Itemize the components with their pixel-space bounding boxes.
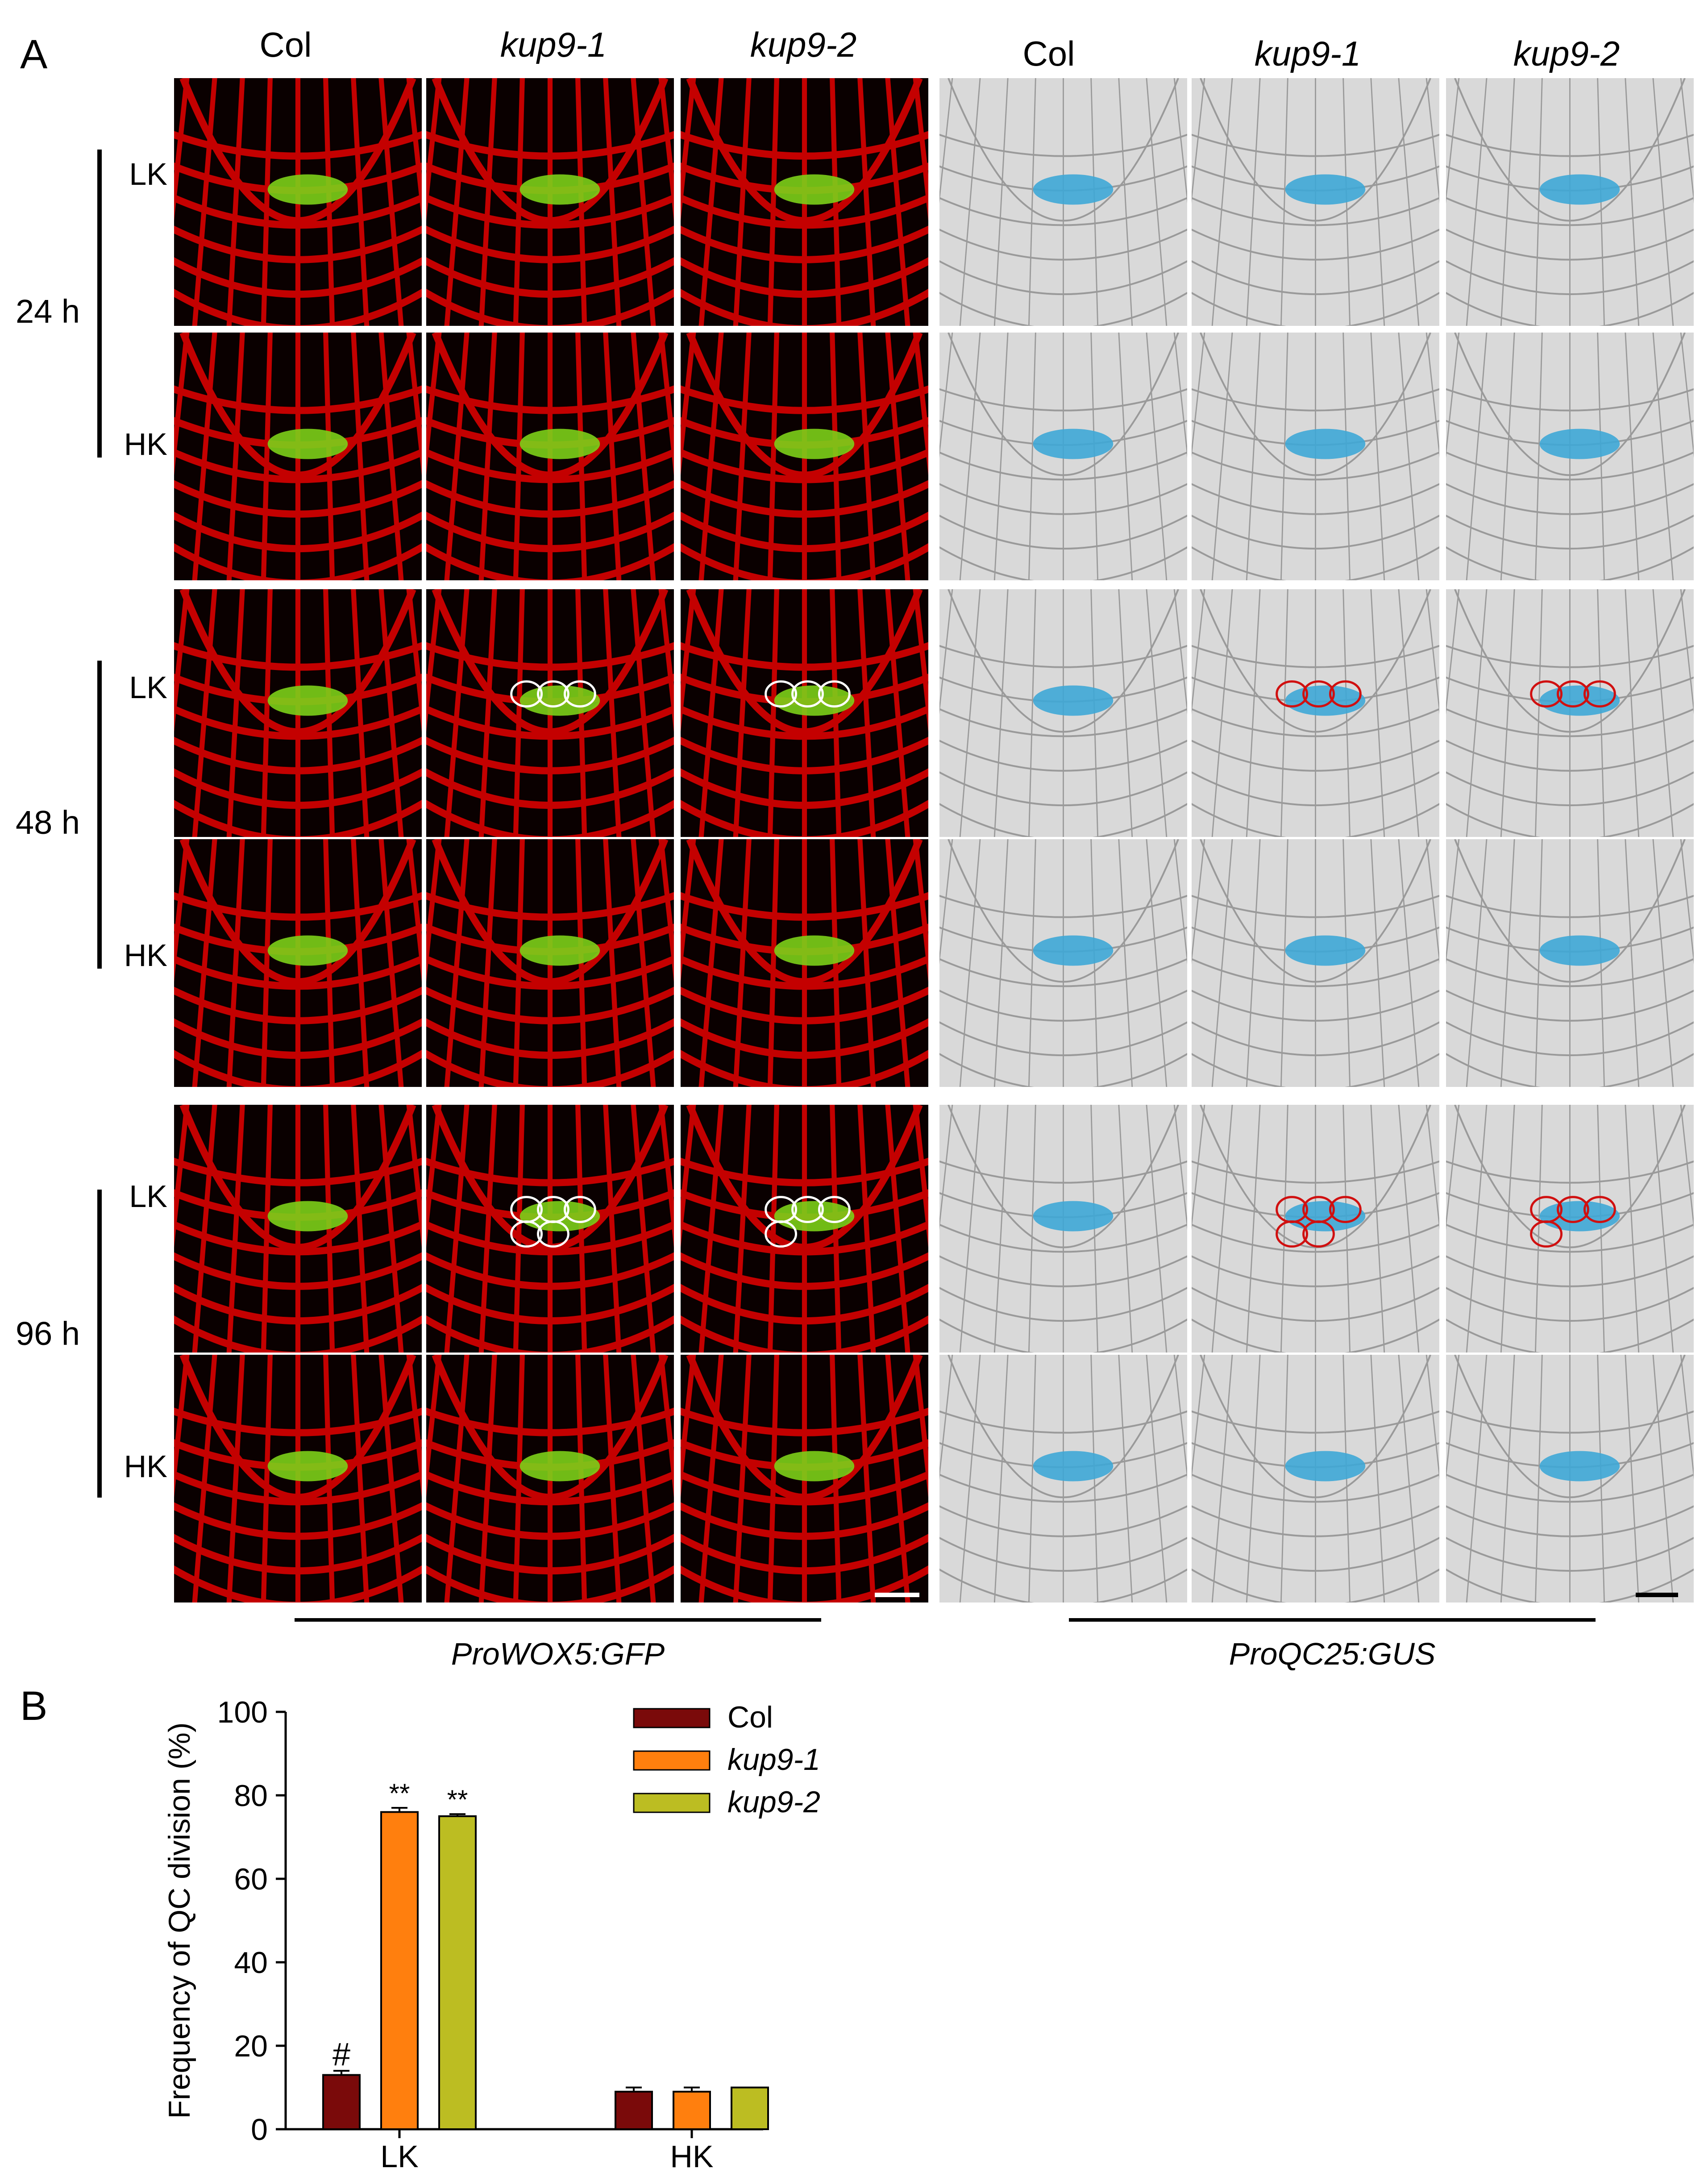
bar-chart: 0 20 40 60 80 100 Frequency of QC division (%)…	[147, 1687, 906, 2178]
gfp-micrograph-24h-hk-kup9-2	[681, 333, 928, 580]
y-tick-label: 100	[217, 1695, 268, 1729]
bar-chart-svg: 0 20 40 60 80 100 Frequency of QC division (%)…	[162, 1695, 820, 2174]
significance-mark: **	[389, 1778, 410, 1808]
panel-a-letter: A	[20, 32, 48, 77]
legend-swatch	[633, 1750, 711, 1771]
x-tick-label: HK	[670, 2139, 713, 2174]
legend-swatch	[633, 1793, 711, 1813]
bar-Col-LK	[322, 2074, 361, 2131]
row-label-24h-hk: HK	[124, 427, 167, 462]
gfp-micrograph-24h-hk-col	[174, 333, 422, 580]
row-label-24h-lk: LK	[129, 157, 167, 191]
gfp-micrograph-96h-lk-col	[174, 1105, 422, 1353]
gus-micrograph-96h-hk-kup9-1	[1192, 1355, 1439, 1602]
time-label-48h: 48 h	[16, 804, 80, 841]
panel-b-letter: B	[20, 1683, 48, 1729]
gus-micrograph-96h-lk-kup9-1	[1192, 1105, 1439, 1353]
gus-micrograph-24h-hk-col	[939, 333, 1187, 580]
gus-micrograph-96h-lk-col	[939, 1105, 1187, 1353]
legend-label: kup9-1	[727, 1743, 820, 1777]
gfp-micrograph-48h-lk-kup9-2	[681, 589, 928, 837]
gfp-micrograph-96h-hk-col	[174, 1355, 422, 1602]
row-label-48h-hk: HK	[124, 938, 167, 973]
gus-micrograph-24h-lk-kup9-1	[1192, 78, 1439, 326]
time-bracket-48h	[97, 661, 102, 969]
gfp-scale-bar	[875, 1593, 919, 1597]
y-tick-label: 80	[234, 1779, 268, 1813]
gus-caption-bar	[1069, 1618, 1596, 1622]
gus-micrograph-48h-hk-kup9-1	[1192, 839, 1439, 1087]
gus-header-col: Col	[1022, 34, 1075, 73]
gfp-micrograph-24h-lk-col	[174, 78, 422, 326]
gus-micrograph-24h-lk-col	[939, 78, 1187, 326]
gfp-header-col: Col	[259, 25, 312, 64]
gus-micrograph-24h-hk-kup9-1	[1192, 333, 1439, 580]
gus-micrograph-96h-lk-kup9-2	[1446, 1105, 1694, 1353]
gfp-micrograph-24h-lk-kup9-2	[681, 78, 928, 326]
legend-label: Col	[727, 1700, 773, 1734]
gfp-caption-bar	[295, 1618, 821, 1622]
row-label-96h-hk: HK	[124, 1449, 167, 1484]
gus-micrograph-24h-lk-kup9-2	[1446, 78, 1694, 326]
row-label-48h-lk: LK	[129, 670, 167, 705]
legend-label: kup9-2	[727, 1785, 820, 1819]
gus-micrograph-48h-lk-col	[939, 589, 1187, 837]
time-bracket-96h	[97, 1190, 102, 1498]
bar-kup9-2-HK	[731, 2086, 769, 2130]
gus-micrograph-24h-hk-kup9-2	[1446, 333, 1694, 580]
gfp-header-kup9-2: kup9-2	[750, 25, 857, 64]
gfp-micrograph-96h-hk-kup9-2	[681, 1355, 928, 1602]
y-tick-label: 20	[234, 2029, 268, 2063]
gfp-micrograph-96h-hk-kup9-1	[426, 1355, 674, 1602]
y-tick-label: 60	[234, 1862, 268, 1896]
time-bracket-24h	[97, 150, 102, 458]
gus-header-kup9-1: kup9-1	[1254, 34, 1361, 73]
gfp-micrograph-96h-lk-kup9-1	[426, 1105, 674, 1353]
gus-header-kup9-2: kup9-2	[1513, 34, 1620, 73]
gfp-micrograph-48h-hk-kup9-1	[426, 839, 674, 1087]
gfp-micrograph-48h-hk-kup9-2	[681, 839, 928, 1087]
significance-mark: #	[332, 2037, 350, 2073]
gfp-micrograph-96h-lk-kup9-2	[681, 1105, 928, 1353]
gus-micrograph-96h-hk-col	[939, 1355, 1187, 1602]
gus-caption: ProQC25:GUS	[1229, 1636, 1436, 1671]
gus-micrograph-48h-lk-kup9-1	[1192, 589, 1439, 837]
bar-Col-HK	[615, 2090, 653, 2130]
y-axis-label: Frequency of QC division (%)	[162, 1722, 196, 2119]
gus-micrograph-96h-hk-kup9-2	[1446, 1355, 1694, 1602]
bar-kup9-2-LK	[438, 1815, 477, 2130]
significance-mark: **	[447, 1785, 468, 1815]
gfp-micrograph-24h-lk-kup9-1	[426, 78, 674, 326]
gfp-header-kup9-1: kup9-1	[500, 25, 607, 64]
time-label-24h: 24 h	[16, 293, 80, 330]
gfp-micrograph-24h-hk-kup9-1	[426, 333, 674, 580]
gfp-micrograph-48h-lk-col	[174, 589, 422, 837]
gus-micrograph-48h-hk-col	[939, 839, 1187, 1087]
y-tick-label: 0	[251, 2113, 268, 2147]
gfp-micrograph-48h-lk-kup9-1	[426, 589, 674, 837]
time-label-96h: 96 h	[16, 1315, 80, 1352]
gus-micrograph-48h-hk-kup9-2	[1446, 839, 1694, 1087]
row-label-96h-lk: LK	[129, 1179, 167, 1214]
gfp-caption: ProWOX5:GFP	[451, 1636, 665, 1671]
x-tick-label: LK	[380, 2139, 419, 2174]
gus-scale-bar	[1636, 1593, 1678, 1597]
bar-kup9-1-LK	[380, 1811, 419, 2130]
bar-kup9-1-HK	[673, 2090, 711, 2130]
gus-micrograph-48h-lk-kup9-2	[1446, 589, 1694, 837]
gfp-micrograph-48h-hk-col	[174, 839, 422, 1087]
legend-swatch	[633, 1708, 711, 1728]
y-tick-label: 40	[234, 1946, 268, 1980]
